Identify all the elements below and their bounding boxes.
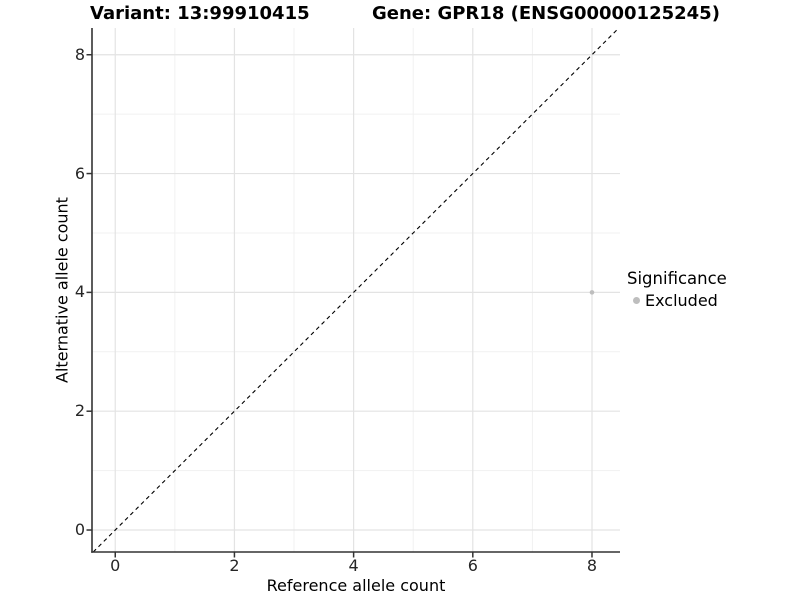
y-axis-title: Alternative allele count: [52, 197, 72, 383]
legend: Significance Excluded: [627, 269, 727, 310]
x-tick-label: 8: [586, 556, 598, 575]
gene-title: Gene: GPR18 (ENSG00000125245): [372, 3, 720, 24]
x-tick-label: 2: [229, 556, 240, 575]
x-tick-label: 0: [110, 556, 121, 575]
x-tick-label: 4: [348, 556, 359, 575]
excluded-point-icon: [633, 297, 640, 304]
y-tick-label: 2: [74, 401, 85, 421]
legend-item-excluded: Excluded: [627, 291, 727, 310]
variant-title: Variant: 13:99910415: [90, 3, 310, 24]
x-axis-title: Reference allele count: [266, 576, 446, 595]
data-point: [589, 290, 595, 295]
legend-item-label: Excluded: [645, 291, 718, 310]
y-tick-label: 0: [74, 520, 85, 540]
legend-title: Significance: [627, 269, 727, 288]
x-tick-label: 6: [467, 556, 478, 575]
y-tick-label: 8: [74, 44, 85, 64]
identity-dashed-line: [92, 27, 620, 553]
y-tick-label: 6: [74, 163, 85, 183]
y-tick-label: 4: [74, 282, 85, 302]
